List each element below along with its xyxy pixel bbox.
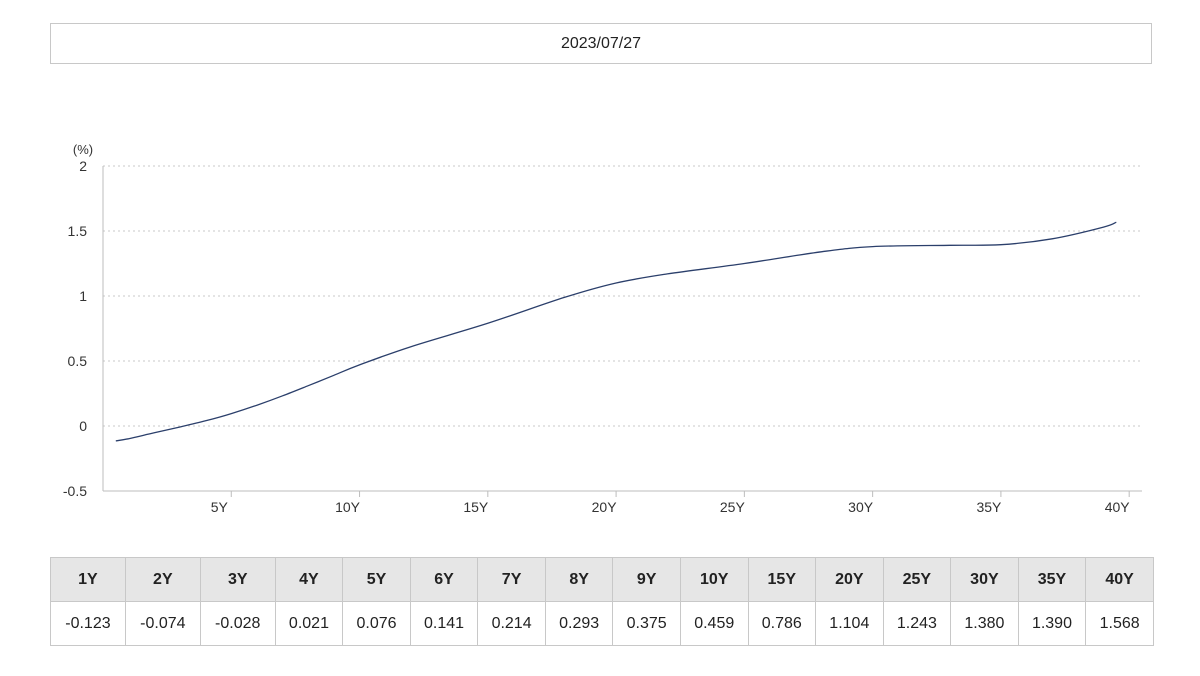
y-tick-label: 1 (79, 288, 87, 304)
table-value-cell: 1.104 (815, 601, 884, 646)
x-tick-label: 35Y (976, 499, 1002, 515)
table-header-cell: 9Y (612, 557, 681, 602)
x-tick-label: 15Y (463, 499, 489, 515)
table-value-cell: 0.375 (612, 601, 681, 646)
x-tick-label: 25Y (720, 499, 746, 515)
table-value-cell: -0.123 (50, 601, 126, 646)
table-header-cell: 7Y (477, 557, 546, 602)
yield-table: 1Y 2Y 3Y 4Y 5Y 6Y 7Y 8Y 9Y 10Y 15Y 20Y 25Y 30Y 35Y 40Y … (50, 557, 1154, 646)
table-header-cell: 25Y (882, 557, 952, 602)
table-value-cell: 1.380 (950, 601, 1019, 646)
y-tick-label: 0.5 (68, 353, 88, 369)
table-value-cell: 0.141 (409, 601, 479, 646)
y-tick-label: -0.5 (63, 483, 87, 499)
table-header-cell: 4Y (274, 557, 344, 602)
yield-curve-line (115, 221, 1117, 442)
x-tick-label: 40Y (1105, 499, 1131, 515)
table-value-cell: -0.074 (124, 601, 201, 646)
table-header-cell: 10Y (679, 557, 749, 602)
table-header-cell: 8Y (544, 557, 614, 602)
table-value-cell: 0.214 (477, 601, 546, 646)
table-value-cell: 1.390 (1017, 601, 1087, 646)
x-tick-label: 10Y (335, 499, 361, 515)
x-tick-label: 5Y (211, 499, 229, 515)
table-header-cell: 35Y (1017, 557, 1087, 602)
x-tick-label: 30Y (848, 499, 874, 515)
table-value-cell: 1.568 (1085, 601, 1154, 646)
table-header-cell: 3Y (199, 557, 276, 602)
y-tick-label: 0 (79, 418, 87, 434)
y-tick-label: 2 (79, 158, 87, 174)
table-header-cell: 2Y (124, 557, 201, 602)
yield-curve-chart: -0.5 0 0.5 1 1.5 2(%) 5Y 10Y 15Y 20Y 25Y 30Y 35Y 40Y (63, 142, 1142, 515)
table-value-cell: 0.076 (342, 601, 411, 646)
table-value-cell: 1.243 (882, 601, 952, 646)
table-value-cell: 0.293 (544, 601, 614, 646)
table-value-cell: 0.786 (747, 601, 817, 646)
date-header: 2023/07/27 (50, 23, 1152, 64)
table-header-cell: 20Y (815, 557, 884, 602)
table-header-cell: 15Y (747, 557, 817, 602)
yield-table-header-row: 1Y 2Y 3Y 4Y 5Y 6Y 7Y 8Y 9Y 10Y 15Y 20Y 25Y 30Y 35Y 40Y (50, 557, 1154, 602)
table-header-cell: 5Y (342, 557, 411, 602)
table-value-cell: -0.028 (199, 601, 276, 646)
table-header-cell: 6Y (409, 557, 479, 602)
table-header-cell: 30Y (950, 557, 1019, 602)
table-header-cell: 40Y (1085, 557, 1154, 602)
table-header-cell: 1Y (50, 557, 126, 602)
yield-table-value-row: -0.123 -0.074 -0.028 0.021 0.076 0.141 0.214 0.… (50, 601, 1154, 646)
date-label: 2023/07/27 (560, 34, 642, 52)
table-value-cell: 0.021 (274, 601, 344, 646)
table-value-cell: 0.459 (679, 601, 749, 646)
x-tick-label: 20Y (592, 499, 618, 515)
y-unit-label: (%) (73, 142, 93, 157)
y-tick-label: 1.5 (68, 223, 88, 239)
